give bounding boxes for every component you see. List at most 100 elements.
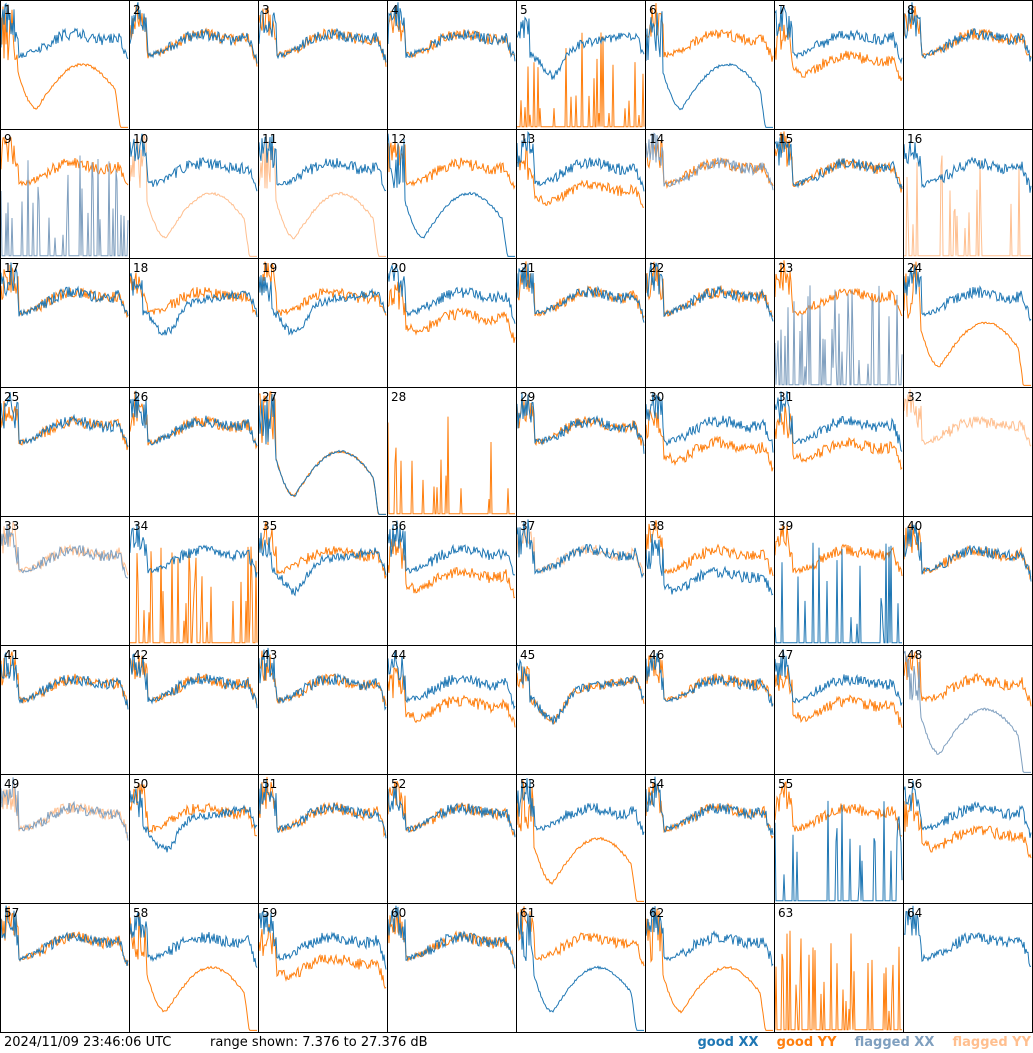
series-xx-46 (645, 653, 774, 707)
panel-label-34: 34 (133, 519, 148, 533)
series-xx-29 (516, 393, 645, 454)
series-yy-28 (387, 416, 515, 515)
panel-frame-52 (387, 774, 517, 904)
panel-label-7: 7 (778, 3, 786, 17)
panel-37 (516, 519, 645, 579)
series-xx-22 (645, 262, 774, 322)
panel-label-47: 47 (778, 648, 793, 662)
panel-frame-3 (258, 0, 388, 130)
panel-9 (0, 135, 129, 257)
panel-frame-50 (129, 774, 259, 904)
panel-label-30: 30 (649, 390, 664, 404)
series-yy-6 (645, 3, 774, 62)
series-yy-19 (258, 261, 387, 316)
series-xx-61 (516, 912, 644, 1031)
panel-frame-38 (645, 516, 775, 646)
series-xx-7 (774, 5, 903, 65)
panel-50 (129, 782, 258, 853)
panel-43 (258, 647, 387, 711)
panel-frame-15 (774, 129, 904, 259)
panel-label-37: 37 (520, 519, 535, 533)
panel-61 (516, 906, 645, 1031)
panel-label-2: 2 (133, 3, 141, 17)
series-yy-39 (774, 524, 903, 577)
series-xx-43 (258, 647, 387, 711)
panel-frame-12 (387, 129, 517, 259)
series-xx-57 (0, 905, 129, 966)
legend: good XX good YY flagged XX flagged YY (683, 1035, 1031, 1050)
panel-64 (903, 905, 1032, 967)
series-xx-4 (387, 2, 516, 62)
panel-label-52: 52 (391, 777, 406, 791)
series-yy-53 (516, 780, 644, 902)
panel-label-26: 26 (133, 390, 148, 404)
panel-label-15: 15 (778, 132, 793, 146)
series-xx-23 (774, 285, 903, 386)
series-xx-31 (774, 390, 903, 452)
series-xx-14 (645, 132, 774, 191)
range-text: range shown: 7.376 to 27.376 dB (210, 1035, 428, 1050)
panel-frame-6 (645, 0, 775, 130)
panel-frame-17 (0, 258, 130, 388)
panel-label-51: 51 (262, 777, 277, 791)
timestamp: 2024/11/09 23:46:06 UTC (4, 1035, 172, 1050)
panel-33 (0, 521, 129, 579)
legend-good-yy: good YY (776, 1035, 837, 1050)
panel-label-32: 32 (907, 390, 922, 404)
panel-frame-25 (0, 387, 130, 517)
series-xx-48 (903, 650, 1031, 773)
panel-label-5: 5 (520, 3, 528, 17)
series-yy-18 (129, 272, 258, 316)
series-yy-56 (903, 792, 1032, 859)
panel-49 (0, 777, 129, 841)
panel-label-63: 63 (778, 906, 793, 920)
panel-frame-39 (774, 516, 904, 646)
panel-frame-10 (129, 129, 259, 259)
panel-42 (129, 653, 258, 709)
panel-label-55: 55 (778, 777, 793, 791)
series-yy-4 (387, 8, 516, 59)
panel-frame-57 (0, 903, 130, 1033)
panel-17 (0, 262, 129, 319)
series-xx-19 (258, 275, 387, 336)
legend-good-xx: good XX (697, 1035, 759, 1050)
panel-label-42: 42 (133, 648, 148, 662)
panel-frame-32 (903, 387, 1033, 517)
panel-label-38: 38 (649, 519, 664, 533)
panel-label-57: 57 (4, 906, 19, 920)
panel-frame-26 (129, 387, 259, 517)
panel-label-39: 39 (778, 519, 793, 533)
series-xx-1 (0, 2, 129, 60)
series-xx-62 (645, 906, 774, 967)
panel-label-50: 50 (133, 777, 148, 791)
series-xx-10 (129, 133, 258, 192)
series-yy-14 (645, 136, 774, 190)
panel-13 (516, 131, 645, 208)
series-xx-26 (129, 390, 258, 446)
panel-2 (129, 2, 258, 67)
panel-52 (387, 780, 516, 838)
series-xx-64 (903, 905, 1032, 967)
panel-frame-28 (387, 387, 517, 517)
panel-frame-19 (258, 258, 388, 388)
panel-53 (516, 778, 645, 902)
panel-label-12: 12 (391, 132, 406, 146)
panel-frame-18 (129, 258, 259, 388)
series-yy-12 (387, 141, 516, 190)
panel-frame-43 (258, 645, 388, 775)
series-xx-18 (129, 273, 258, 336)
panel-55 (774, 781, 903, 902)
panel-frame-47 (774, 645, 904, 775)
series-xx-9 (0, 155, 129, 257)
panel-frame-54 (645, 774, 775, 904)
panel-label-60: 60 (391, 906, 406, 920)
panel-label-3: 3 (262, 3, 270, 17)
series-yy-61 (516, 906, 645, 967)
series-xx-12 (387, 133, 515, 257)
panel-36 (387, 520, 516, 599)
series-xx-40 (903, 522, 1032, 582)
series-yy-11 (258, 141, 386, 257)
panel-label-24: 24 (907, 261, 922, 275)
series-yy-33 (0, 521, 129, 576)
